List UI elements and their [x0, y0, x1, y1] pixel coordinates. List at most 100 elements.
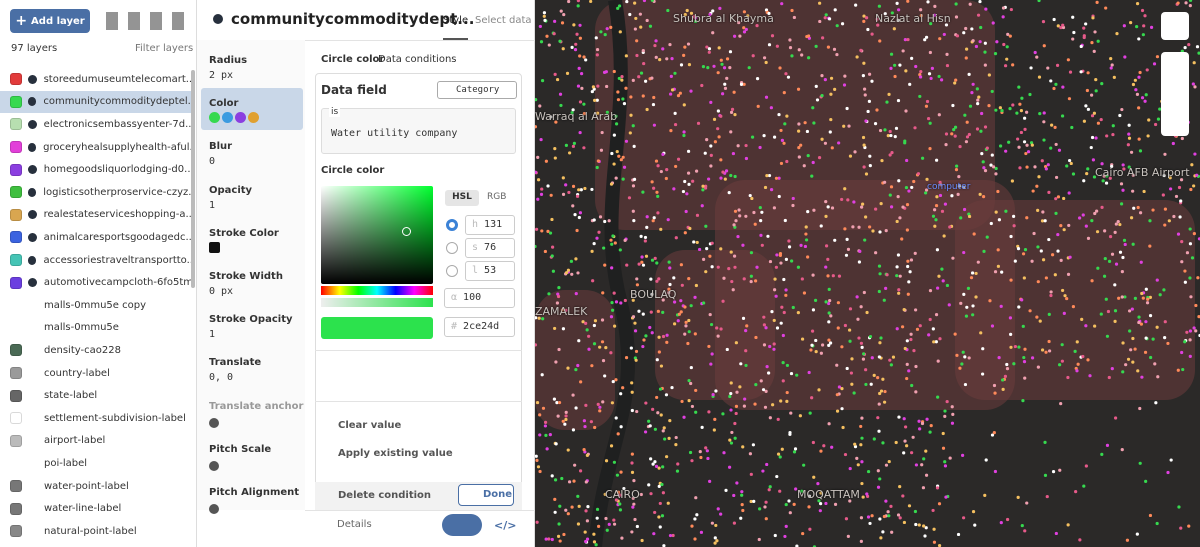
map-point: [874, 207, 878, 211]
property[interactable]: Opacity 1: [209, 185, 252, 211]
alpha-input[interactable]: α 100: [444, 288, 515, 308]
map-point: [1049, 79, 1053, 83]
map-point: [996, 264, 1000, 268]
color-picker[interactable]: [321, 186, 433, 284]
map-point: [983, 493, 987, 498]
radio[interactable]: [446, 242, 458, 254]
map-point: [835, 393, 839, 397]
layer-row[interactable]: water-line-label: [0, 497, 192, 520]
property[interactable]: Stroke Opacity 1: [209, 314, 293, 340]
layer-row[interactable]: airport-label: [0, 430, 192, 453]
layer-row[interactable]: groceryhealsupplyhealth-aful...: [0, 136, 192, 159]
property[interactable]: Translate 0, 0: [209, 357, 261, 383]
map-point: [1181, 367, 1185, 372]
map-point: [1047, 339, 1051, 344]
zoom-controls[interactable]: [1161, 52, 1189, 136]
layer-row[interactable]: water-point-label: [0, 475, 192, 498]
layer-row[interactable]: realestateserviceshopping-a...: [0, 204, 192, 227]
map-point: [1113, 230, 1117, 234]
map-point: [798, 414, 802, 418]
map-point: [771, 403, 775, 407]
layer-row[interactable]: settlement-subdivision-label: [0, 407, 192, 430]
map-point: [618, 248, 622, 252]
done-button[interactable]: Done: [458, 484, 514, 506]
map-point: [587, 347, 591, 351]
operator[interactable]: is: [329, 107, 341, 117]
map-point: [540, 187, 544, 191]
map-point: [1111, 124, 1115, 128]
map-point: [1179, 199, 1183, 203]
map-point: [967, 132, 971, 137]
radio[interactable]: [446, 265, 458, 277]
map-point: [785, 390, 789, 395]
map-point: [557, 522, 561, 526]
map-point: [1121, 370, 1125, 374]
layer-row[interactable]: storeedumuseumtelecomart...: [0, 68, 192, 91]
layer-row[interactable]: logisticsotherproservice-czyz...: [0, 181, 192, 204]
map-point: [609, 238, 613, 242]
delete-condition[interactable]: Delete condition: [338, 490, 432, 501]
apply-existing[interactable]: Apply existing value: [338, 448, 453, 459]
map-point: [777, 176, 781, 180]
filter-layers[interactable]: Filter layers: [135, 43, 194, 54]
layer-row[interactable]: animalcaresportsgoodagedc...: [0, 226, 192, 249]
layer-row[interactable]: malls-0mmu5e copy: [0, 294, 192, 317]
search-button[interactable]: [1161, 12, 1189, 40]
alpha-slider[interactable]: [321, 298, 433, 307]
map-point: [652, 123, 657, 127]
property[interactable]: Pitch Scale: [209, 444, 271, 471]
mode-tab[interactable]: HSL: [445, 190, 479, 206]
mode-tab[interactable]: RGB: [487, 192, 507, 202]
select-tool[interactable]: [442, 514, 482, 536]
layer-row[interactable]: electronicsembassyenter-7d...: [0, 113, 192, 136]
layer-row[interactable]: communitycommoditydeptel...: [0, 90, 192, 114]
l-input[interactable]: l 53: [465, 261, 515, 281]
layer-row[interactable]: natural-point-label: [0, 520, 192, 543]
tab[interactable]: Style: [443, 15, 469, 40]
field-type-button[interactable]: Category: [437, 81, 517, 99]
property[interactable]: Stroke Width 0 px: [209, 271, 283, 297]
layer-row[interactable]: automotivecampcloth-6fo5tm: [0, 271, 192, 294]
property[interactable]: Pitch Alignment: [209, 487, 299, 514]
map-label: CAIRO: [605, 488, 640, 501]
map-point: [936, 286, 940, 290]
layer-row[interactable]: homegoodsliquorlodging-d0...: [0, 158, 192, 181]
map-point: [842, 124, 846, 128]
clear-value[interactable]: Clear value: [338, 420, 402, 431]
radio[interactable]: [446, 219, 458, 231]
map-point: [988, 299, 992, 303]
layer-row[interactable]: state-label: [0, 384, 192, 407]
property[interactable]: Blur 0: [209, 141, 232, 167]
breadcrumb[interactable]: Circle color: [321, 54, 385, 65]
map-point: [570, 45, 574, 49]
map-point: [1076, 362, 1080, 366]
map-point: [535, 400, 540, 405]
h-input[interactable]: h 131: [465, 215, 515, 235]
map-point: [1090, 135, 1095, 140]
toolbar-icons[interactable]: [106, 12, 186, 30]
layer-row[interactable]: poi-label: [0, 452, 192, 475]
property[interactable]: Radius 2 px: [209, 55, 247, 81]
add-layer-button[interactable]: + Add layer: [10, 9, 90, 33]
layer-row[interactable]: malls-0mmu5e: [0, 317, 192, 340]
s-input[interactable]: s 76: [465, 238, 515, 258]
map-point: [708, 254, 712, 258]
map-point: [955, 34, 960, 38]
layer-row[interactable]: accessoriestraveltransportto...: [0, 249, 192, 272]
match-value[interactable]: Water utility company: [331, 128, 458, 139]
map-point: [555, 301, 560, 305]
code-tool[interactable]: </>: [494, 519, 517, 532]
property[interactable]: Stroke Color: [209, 228, 279, 253]
hue-slider[interactable]: [321, 286, 433, 295]
property[interactable]: Color: [209, 98, 259, 124]
layer-row[interactable]: country-label: [0, 362, 192, 385]
tab[interactable]: Select data: [475, 15, 532, 26]
map-point: [880, 158, 884, 163]
layer-row[interactable]: density-cao228: [0, 339, 192, 362]
map-point: [926, 0, 930, 4]
map-point: [1103, 229, 1107, 233]
hex-input[interactable]: # 2ce24d: [444, 317, 515, 337]
details-link[interactable]: Details: [337, 519, 372, 530]
property[interactable]: Translate anchor: [209, 401, 303, 428]
map-point: [993, 391, 997, 395]
